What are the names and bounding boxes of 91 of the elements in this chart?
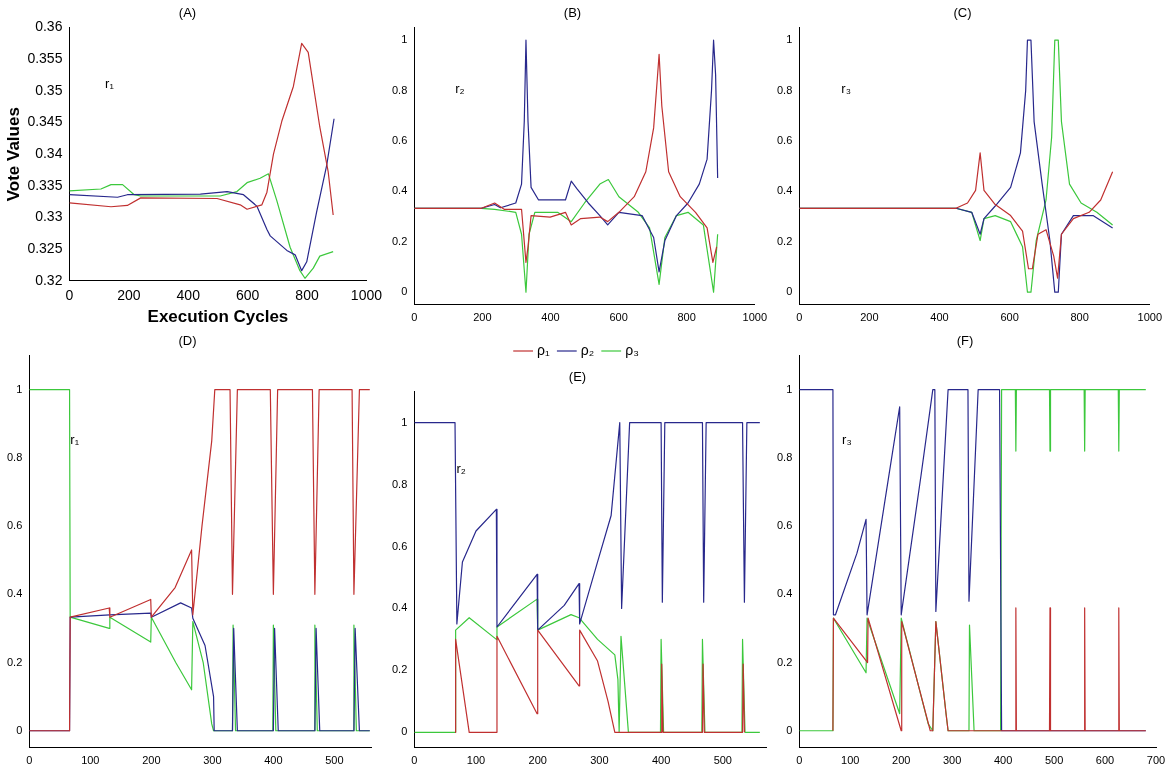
x-tick-label: 400 (993, 754, 1013, 767)
annotation: r₃ (841, 81, 851, 97)
y-tick-label: 0.6 (391, 539, 408, 552)
x-tick-label: 600 (1000, 311, 1019, 324)
y-tick-label: 1 (401, 415, 408, 428)
y-tick-label: 1 (401, 33, 408, 46)
x-tick-label: 600 (1095, 754, 1115, 767)
x-tick-label: 0 (65, 287, 74, 304)
x-tick-label: 800 (1070, 311, 1089, 324)
legend-label: ρ₂ (580, 341, 595, 358)
y-tick-label: 0.345 (27, 113, 63, 130)
y-tick-label: 0.8 (776, 83, 793, 96)
x-tick-label: 200 (142, 754, 161, 767)
x-tick-label: 1000 (350, 287, 383, 304)
y-tick-label: 0.335 (27, 176, 63, 193)
y-tick-label: 0.32 (35, 271, 63, 288)
x-tick-label: 500 (713, 754, 732, 767)
y-tick-label: 0.4 (391, 601, 408, 614)
y-tick-label: 0.8 (391, 477, 408, 490)
x-tick-label: 400 (930, 311, 949, 324)
y-tick-label: 0.4 (776, 587, 793, 600)
y-tick-label: 0.35 (35, 81, 63, 98)
annotation: r₂ (455, 81, 465, 97)
x-tick-label: 400 (176, 287, 201, 304)
x-tick-label: 0 (796, 311, 803, 324)
y-tick-label: 0.8 (776, 450, 793, 463)
y-tick-label: 0.8 (391, 83, 408, 96)
x-tick-label: 300 (942, 754, 962, 767)
x-tick-label: 600 (609, 311, 628, 324)
x-tick-label: 200 (528, 754, 547, 767)
x-tick-label: 100 (841, 754, 860, 767)
y-tick-label: 1 (16, 382, 23, 395)
x-tick-label: 0 (411, 754, 418, 767)
y-tick-label: 0 (16, 723, 23, 736)
chart-title: (C) (953, 5, 972, 21)
x-tick-label: 300 (203, 754, 222, 767)
y-tick-label: 0.6 (6, 519, 23, 532)
x-tick-label: 800 (295, 287, 319, 304)
y-tick-label: 1 (786, 382, 793, 395)
x-tick-label: 500 (325, 754, 344, 767)
x-tick-label: 0 (796, 754, 803, 767)
x-tick-label: 700 (1146, 754, 1166, 767)
y-tick-label: 0.2 (391, 234, 408, 247)
x-tick-label: 800 (677, 311, 696, 324)
y-tick-label: 0.2 (6, 655, 23, 668)
annotation: r₃ (842, 432, 852, 448)
annotation: r₁ (105, 76, 115, 92)
chart-title: (E) (568, 369, 587, 385)
y-tick-label: 0.355 (27, 50, 63, 67)
y-tick-label: 0.6 (391, 134, 408, 147)
x-tick-label: 100 (466, 754, 486, 767)
y-tick-label: 0.8 (6, 450, 23, 463)
chart-title: (B) (563, 5, 582, 21)
y-tick-label: 0.325 (27, 240, 63, 257)
y-tick-label: 0.34 (35, 145, 63, 162)
x-tick-label: 0 (411, 311, 418, 324)
x-tick-label: 100 (81, 754, 100, 767)
x-tick-label: 300 (590, 754, 609, 767)
y-tick-label: 0.6 (776, 134, 793, 147)
y-tick-label: 0.6 (776, 519, 793, 532)
y-tick-label: 0 (786, 723, 793, 736)
x-tick-label: 200 (117, 287, 141, 304)
x-tick-label: 200 (860, 311, 879, 324)
y-tick-label: 0.2 (776, 655, 793, 668)
y-tick-label: 0.33 (35, 208, 63, 225)
y-tick-label: 1 (786, 33, 793, 46)
y-tick-label: 0.36 (35, 18, 63, 35)
annotation: r₂ (456, 460, 466, 476)
y-tick-label: 0.2 (776, 234, 793, 247)
legend-label: ρ₃ (625, 341, 639, 358)
x-tick-label: 400 (264, 754, 283, 767)
y-tick-label: 0 (401, 725, 408, 738)
chart-title: (D) (178, 333, 197, 349)
legend-label: ρ₁ (537, 341, 551, 358)
x-tick-label: 1000 (1137, 311, 1163, 324)
chart-title: (F) (956, 333, 974, 349)
x-tick-label: 400 (651, 754, 671, 767)
annotation: r₁ (70, 432, 80, 448)
y-axis-title: Vote Values (3, 107, 23, 202)
x-tick-label: 500 (1044, 754, 1064, 767)
x-tick-label: 400 (541, 311, 560, 324)
y-tick-label: 0.2 (391, 663, 408, 676)
y-tick-label: 0.4 (391, 184, 408, 197)
x-tick-label: 1000 (742, 311, 768, 324)
x-tick-label: 200 (892, 754, 911, 767)
x-tick-label: 200 (473, 311, 492, 324)
chart-title: (A) (178, 5, 197, 21)
y-tick-label: 0.4 (776, 184, 793, 197)
y-tick-label: 0.4 (6, 587, 23, 600)
x-tick-label: 600 (235, 287, 260, 304)
x-axis-title: Execution Cycles (147, 307, 289, 327)
